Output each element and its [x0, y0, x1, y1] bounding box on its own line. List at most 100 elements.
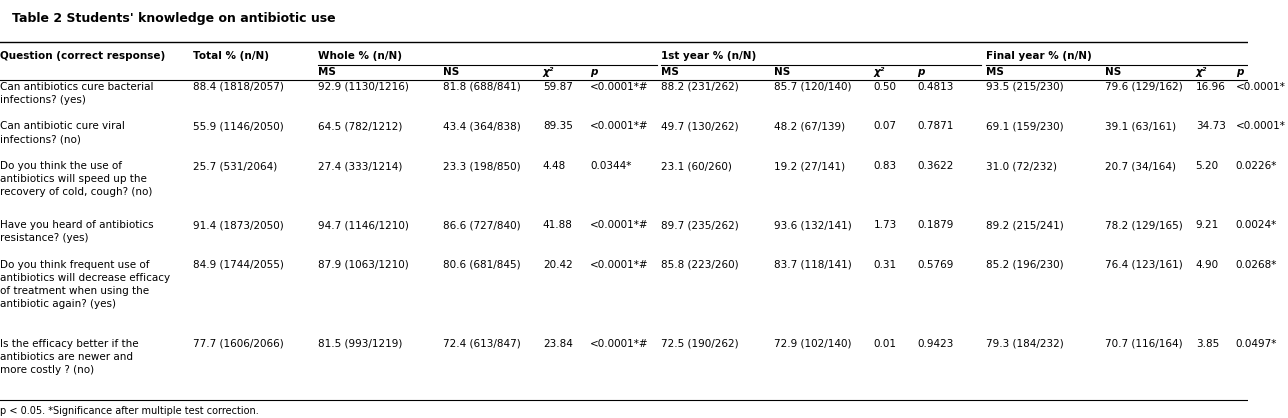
Text: 16.96: 16.96 — [1195, 82, 1226, 92]
Text: 49.7 (130/262): 49.7 (130/262) — [662, 122, 739, 132]
Text: 79.3 (184/232): 79.3 (184/232) — [987, 339, 1064, 349]
Text: 89.35: 89.35 — [544, 122, 573, 132]
Text: 43.4 (364/838): 43.4 (364/838) — [443, 122, 520, 132]
Text: p < 0.05. *Significance after multiple test correction.: p < 0.05. *Significance after multiple t… — [0, 405, 259, 415]
Text: 69.1 (159/230): 69.1 (159/230) — [987, 122, 1064, 132]
Text: 85.7 (120/140): 85.7 (120/140) — [774, 82, 851, 92]
Text: Do you think frequent use of
antibiotics will decrease efficacy
of treatment whe: Do you think frequent use of antibiotics… — [0, 260, 170, 309]
Text: 19.2 (27/141): 19.2 (27/141) — [774, 161, 845, 171]
Text: 23.84: 23.84 — [544, 339, 573, 349]
Text: <0.0001*#: <0.0001*# — [590, 82, 649, 92]
Text: Question (correct response): Question (correct response) — [0, 51, 165, 61]
Text: 0.0344*: 0.0344* — [590, 161, 631, 171]
Text: p: p — [917, 67, 925, 77]
Text: 0.0497*: 0.0497* — [1235, 339, 1276, 349]
Text: NS: NS — [774, 67, 790, 77]
Text: 27.4 (333/1214): 27.4 (333/1214) — [318, 161, 403, 171]
Text: Can antibiotic cure viral
infections? (no): Can antibiotic cure viral infections? (n… — [0, 122, 125, 145]
Text: 84.9 (1744/2055): 84.9 (1744/2055) — [193, 260, 285, 270]
Text: 0.4813: 0.4813 — [917, 82, 953, 92]
Text: 5.20: 5.20 — [1195, 161, 1218, 171]
Text: 0.9423: 0.9423 — [917, 339, 953, 349]
Text: 78.2 (129/165): 78.2 (129/165) — [1105, 220, 1182, 230]
Text: 93.6 (132/141): 93.6 (132/141) — [774, 220, 851, 230]
Text: MS: MS — [318, 67, 336, 77]
Text: p: p — [590, 67, 598, 77]
Text: 34.73: 34.73 — [1195, 122, 1226, 132]
Text: 85.8 (223/260): 85.8 (223/260) — [662, 260, 739, 270]
Text: 72.4 (613/847): 72.4 (613/847) — [443, 339, 520, 349]
Text: 0.01: 0.01 — [873, 339, 896, 349]
Text: 77.7 (1606/2066): 77.7 (1606/2066) — [193, 339, 285, 349]
Text: 20.42: 20.42 — [544, 260, 573, 270]
Text: 0.83: 0.83 — [873, 161, 896, 171]
Text: 59.87: 59.87 — [544, 82, 573, 92]
Text: 79.6 (129/162): 79.6 (129/162) — [1105, 82, 1182, 92]
Text: χ²: χ² — [1195, 67, 1207, 77]
Text: 55.9 (1146/2050): 55.9 (1146/2050) — [193, 122, 285, 132]
Text: 88.4 (1818/2057): 88.4 (1818/2057) — [193, 82, 285, 92]
Text: Can antibiotics cure bacterial
infections? (yes): Can antibiotics cure bacterial infection… — [0, 82, 153, 105]
Text: Table 2 Students' knowledge on antibiotic use: Table 2 Students' knowledge on antibioti… — [13, 13, 336, 25]
Text: 41.88: 41.88 — [544, 220, 573, 230]
Text: 1.73: 1.73 — [873, 220, 896, 230]
Text: <0.0001*#: <0.0001*# — [590, 122, 649, 132]
Text: 0.7871: 0.7871 — [917, 122, 953, 132]
Text: 3.85: 3.85 — [1195, 339, 1218, 349]
Text: MS: MS — [987, 67, 1003, 77]
Text: 9.21: 9.21 — [1195, 220, 1218, 230]
Text: 94.7 (1146/1210): 94.7 (1146/1210) — [318, 220, 410, 230]
Text: 0.31: 0.31 — [873, 260, 896, 270]
Text: 20.7 (34/164): 20.7 (34/164) — [1105, 161, 1176, 171]
Text: 91.4 (1873/2050): 91.4 (1873/2050) — [193, 220, 285, 230]
Text: Is the efficacy better if the
antibiotics are newer and
more costly ? (no): Is the efficacy better if the antibiotic… — [0, 339, 139, 375]
Text: 0.0024*: 0.0024* — [1235, 220, 1276, 230]
Text: 72.5 (190/262): 72.5 (190/262) — [662, 339, 739, 349]
Text: 23.1 (60/260): 23.1 (60/260) — [662, 161, 733, 171]
Text: Have you heard of antibiotics
resistance? (yes): Have you heard of antibiotics resistance… — [0, 220, 153, 244]
Text: <0.0001*#: <0.0001*# — [590, 339, 649, 349]
Text: 70.7 (116/164): 70.7 (116/164) — [1105, 339, 1182, 349]
Text: χ²: χ² — [873, 67, 885, 77]
Text: 80.6 (681/845): 80.6 (681/845) — [443, 260, 520, 270]
Text: 81.8 (688/841): 81.8 (688/841) — [443, 82, 520, 92]
Text: <0.0001*#: <0.0001*# — [590, 260, 649, 270]
Text: 0.3622: 0.3622 — [917, 161, 953, 171]
Text: 92.9 (1130/1216): 92.9 (1130/1216) — [318, 82, 410, 92]
Text: Final year % (n/N): Final year % (n/N) — [987, 51, 1092, 61]
Text: MS: MS — [662, 67, 679, 77]
Text: 4.48: 4.48 — [544, 161, 567, 171]
Text: 64.5 (782/1212): 64.5 (782/1212) — [318, 122, 403, 132]
Text: χ²: χ² — [544, 67, 554, 77]
Text: p: p — [1235, 67, 1243, 77]
Text: 86.6 (727/840): 86.6 (727/840) — [443, 220, 520, 230]
Text: 85.2 (196/230): 85.2 (196/230) — [987, 260, 1064, 270]
Text: <0.0001*: <0.0001* — [1235, 82, 1285, 92]
Text: 48.2 (67/139): 48.2 (67/139) — [774, 122, 845, 132]
Text: 0.5769: 0.5769 — [917, 260, 953, 270]
Text: 0.1879: 0.1879 — [917, 220, 953, 230]
Text: 39.1 (63/161): 39.1 (63/161) — [1105, 122, 1176, 132]
Text: 72.9 (102/140): 72.9 (102/140) — [774, 339, 851, 349]
Text: 93.5 (215/230): 93.5 (215/230) — [987, 82, 1064, 92]
Text: 88.2 (231/262): 88.2 (231/262) — [662, 82, 739, 92]
Text: 87.9 (1063/1210): 87.9 (1063/1210) — [318, 260, 410, 270]
Text: 89.2 (215/241): 89.2 (215/241) — [987, 220, 1064, 230]
Text: Total % (n/N): Total % (n/N) — [193, 51, 269, 61]
Text: 23.3 (198/850): 23.3 (198/850) — [443, 161, 520, 171]
Text: 0.0226*: 0.0226* — [1235, 161, 1276, 171]
Text: 89.7 (235/262): 89.7 (235/262) — [662, 220, 739, 230]
Text: NS: NS — [1105, 67, 1121, 77]
Text: 81.5 (993/1219): 81.5 (993/1219) — [318, 339, 403, 349]
Text: 0.50: 0.50 — [873, 82, 896, 92]
Text: <0.0001*#: <0.0001*# — [590, 220, 649, 230]
Text: 83.7 (118/141): 83.7 (118/141) — [774, 260, 851, 270]
Text: <0.0001*: <0.0001* — [1235, 122, 1285, 132]
Text: 4.90: 4.90 — [1195, 260, 1218, 270]
Text: Whole % (n/N): Whole % (n/N) — [318, 51, 402, 61]
Text: 76.4 (123/161): 76.4 (123/161) — [1105, 260, 1182, 270]
Text: 0.0268*: 0.0268* — [1235, 260, 1276, 270]
Text: 1st year % (n/N): 1st year % (n/N) — [662, 51, 757, 61]
Text: Do you think the use of
antibiotics will speed up the
recovery of cold, cough? (: Do you think the use of antibiotics will… — [0, 161, 152, 197]
Text: NS: NS — [443, 67, 460, 77]
